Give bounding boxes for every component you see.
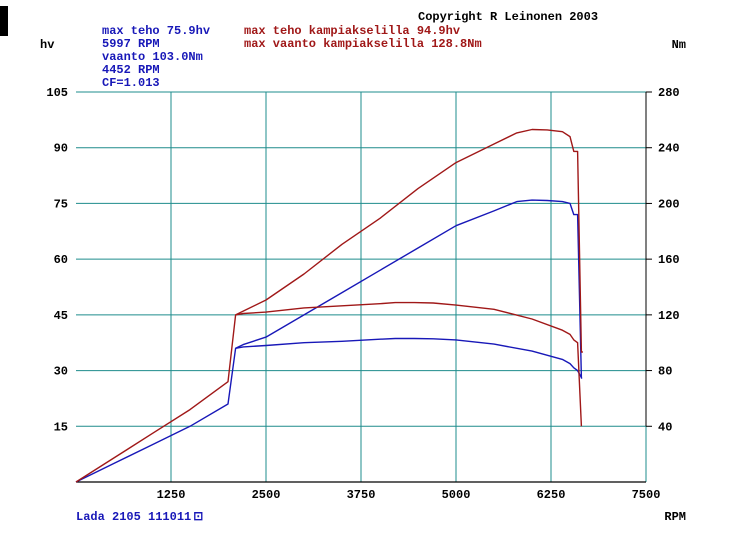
y-left-tick-label: 90 [54,142,68,156]
y-right-tick-label: 280 [658,86,680,100]
y-left-tick-label: 105 [46,86,68,100]
y-right-tick-label: 120 [658,309,680,323]
series-torque_red [236,303,582,427]
series-power_red [76,130,583,483]
footer-text: Lada 2105 111011 [76,510,191,524]
y-right-label: Nm [672,38,686,52]
y-left-tick-label: 60 [54,253,68,267]
x-tick-label: 7500 [632,488,661,502]
header-blue-line: max teho 75.9hv [102,24,210,38]
y-left-label: hv [40,38,54,52]
series-torque_blue [236,339,582,378]
x-tick-label: 1250 [157,488,186,502]
y-right-tick-label: 240 [658,142,680,156]
y-right-tick-label: 80 [658,365,672,379]
y-left-tick-label: 45 [54,309,68,323]
header-blue-line: 4452 RPM [102,63,160,77]
x-tick-label: 3750 [347,488,376,502]
copyright-text: Copyright R Leinonen 2003 [418,10,598,24]
header-blue-line: vaanto 103.0Nm [102,50,203,64]
footer-symbol-icon: ⊡ [193,510,203,524]
y-right-tick-label: 40 [658,420,672,434]
header-blue-line: 5997 RPM [102,37,160,51]
header-red-line: max teho kampiakselilla 94.9hv [244,24,460,38]
y-left-tick-label: 75 [54,197,68,211]
x-tick-label: 6250 [537,488,566,502]
y-left-tick-label: 30 [54,365,68,379]
header-red-line: max vaanto kampiakselilla 128.8Nm [244,37,482,51]
dyno-chart: 1250 2500 3750 5000 6250 7500 15 30 45 60 75 90 105 4… [0,0,750,544]
series-power_blue [76,200,582,482]
y-right-tick-label: 160 [658,253,680,267]
y-left-tick-label: 15 [54,420,68,434]
x-axis-label: RPM [664,510,686,524]
y-right-tick-label: 200 [658,197,680,211]
x-tick-label: 5000 [442,488,471,502]
edge-artifact [0,6,8,36]
header-blue-line: CF=1.013 [102,76,160,90]
x-tick-label: 2500 [252,488,281,502]
